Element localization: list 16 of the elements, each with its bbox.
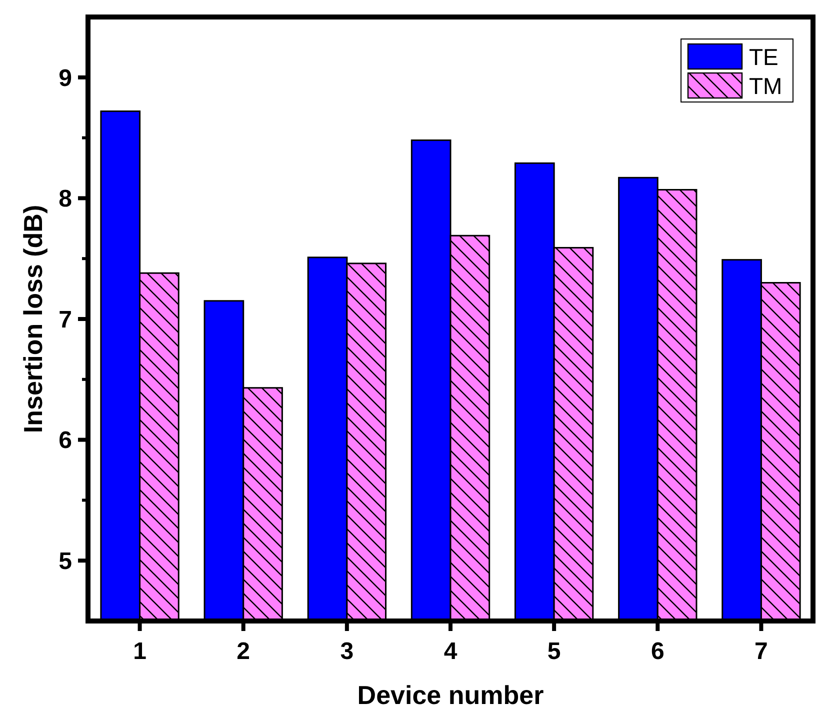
- x-tick-label: 7: [754, 638, 768, 665]
- x-tick-label: 3: [340, 638, 354, 665]
- y-tick-label: 8: [58, 186, 72, 213]
- legend-label: TM: [749, 73, 782, 99]
- x-tick-label: 4: [444, 638, 458, 665]
- y-tick-label: 7: [58, 306, 72, 334]
- y-tick-label: 5: [58, 548, 72, 575]
- legend-label: TE: [749, 44, 778, 70]
- x-tick-label: 2: [236, 638, 250, 665]
- x-tick-label: 5: [547, 638, 561, 665]
- x-axis-title: Device number: [357, 680, 544, 710]
- x-tick-label: 1: [133, 638, 146, 665]
- y-tick-label: 6: [58, 427, 72, 454]
- y-axis-title: Insertion loss (dB): [18, 204, 48, 434]
- x-tick-label: 6: [650, 638, 664, 665]
- y-tick-label: 9: [58, 64, 72, 92]
